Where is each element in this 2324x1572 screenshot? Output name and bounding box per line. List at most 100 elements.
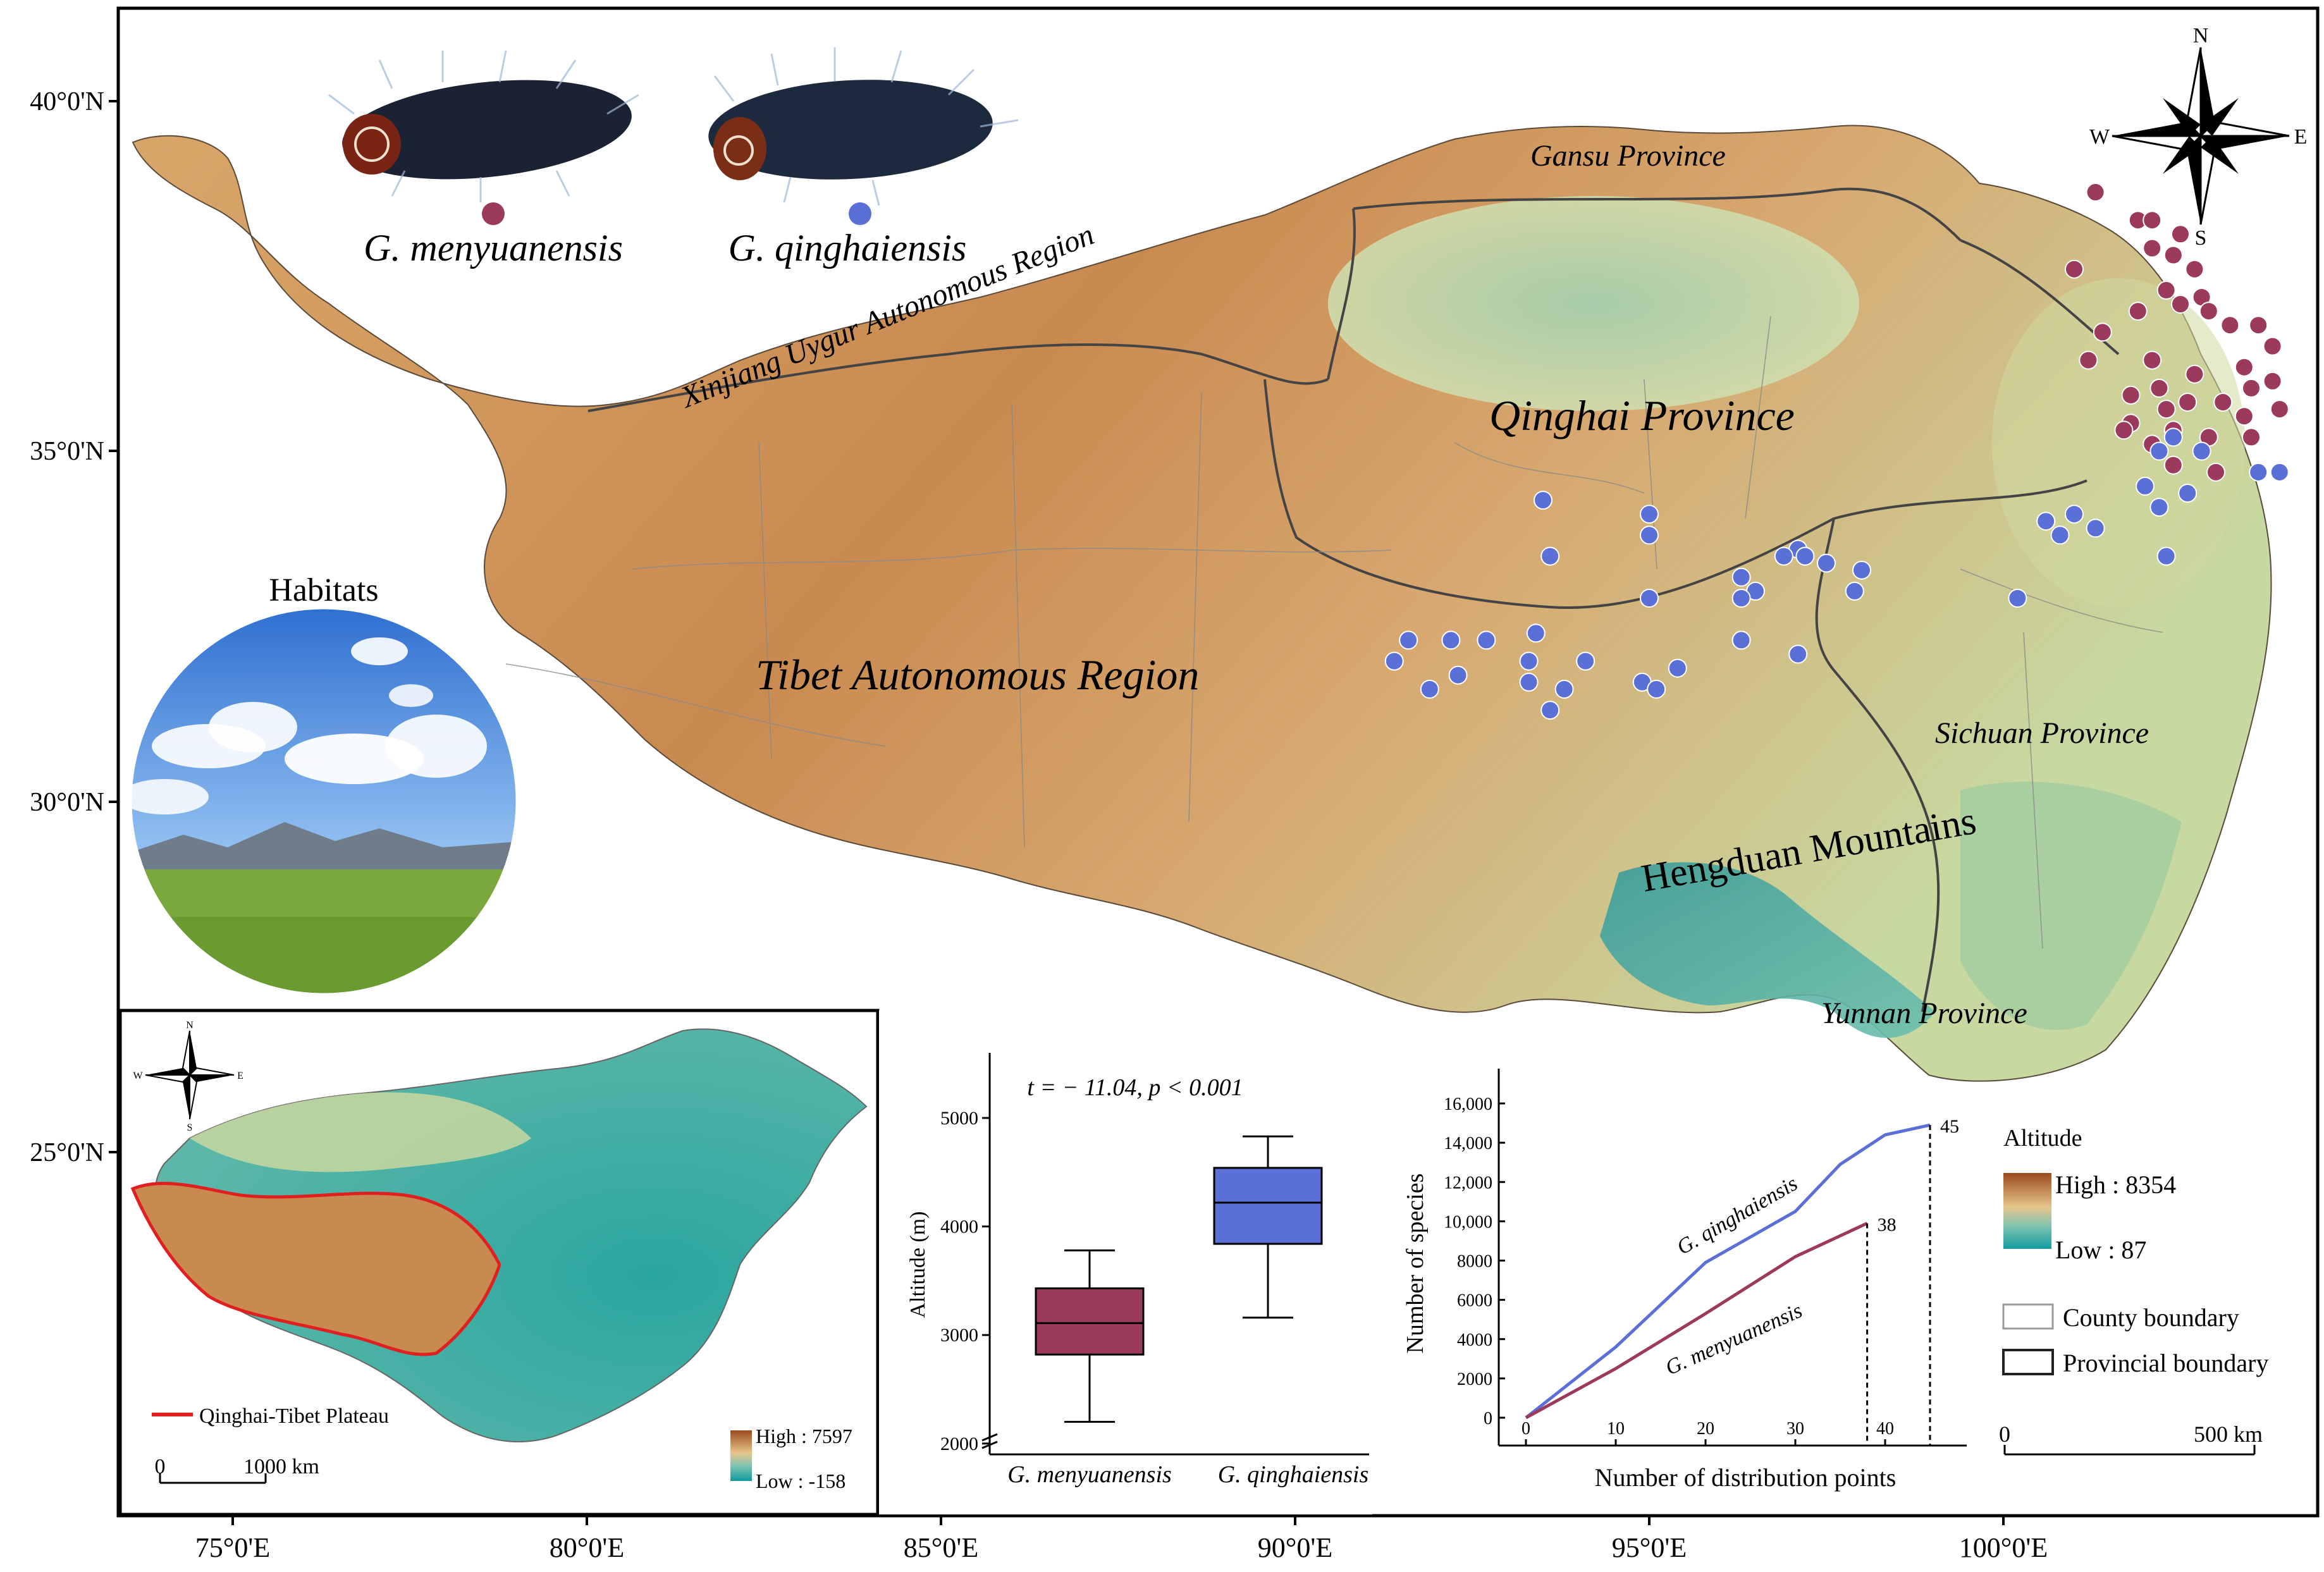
distribution-point-menyuanensis [2163, 455, 2183, 475]
distribution-point-qinghaiensis [1420, 679, 1439, 699]
label-sichuan: Sichuan Province [1935, 716, 2149, 750]
inset-high-label: High : 7597 [756, 1425, 852, 1447]
distribution-point-qinghaiensis [1534, 491, 1552, 510]
main-legend: Altitude High : 8354 Low : 87 County bou… [1999, 1125, 2269, 1456]
inset-scale-0: 0 [155, 1455, 166, 1478]
boxplot-box-qinghaiensis [1213, 1167, 1323, 1245]
boxplot-axis-break [981, 1433, 998, 1449]
boxplot-y-tick-label: 4000 [940, 1217, 978, 1237]
county-boundaries [505, 316, 2163, 949]
distribution-point-menyuanensis [2234, 407, 2254, 426]
distribution-point-qinghaiensis [2086, 519, 2105, 538]
marker-legend-qinghaiensis [849, 202, 871, 225]
distribution-point-menyuanensis [2093, 322, 2112, 342]
curve-x-tick-label: 10 [1607, 1419, 1625, 1439]
curve-ylabel: Number of species [1402, 1174, 1429, 1354]
distribution-point-menyuanensis [2149, 378, 2169, 398]
boxplot-xlabel-menyuanensis: G. menyuanensis [1007, 1461, 1172, 1488]
inset-compass-s: S [187, 1122, 193, 1133]
southeast-lowland [1960, 782, 2182, 1030]
distribution-point-qinghaiensis [1576, 651, 1595, 671]
distribution-point-menyuanensis [2178, 393, 2198, 412]
distribution-point-qinghaiensis [1731, 589, 1751, 608]
inset-compass-w: W [133, 1071, 143, 1081]
distribution-point-qinghaiensis [1774, 546, 1793, 566]
curve-y-tick-label: 6000 [1457, 1291, 1492, 1311]
curve-y-tick-label: 8000 [1457, 1252, 1492, 1272]
distribution-point-qinghaiensis [1540, 546, 1560, 566]
boxplot-y-tick-label: 3000 [940, 1325, 978, 1346]
distribution-point-menyuanensis [2156, 280, 2176, 300]
distribution-point-menyuanensis [2199, 302, 2218, 321]
curve-x-tick-label: 0 [1522, 1419, 1530, 1439]
lon-label-100: 100°0'E [1959, 1532, 2048, 1563]
boxplot-y-tick-label: 2000 [940, 1434, 978, 1454]
curve-xlabel: Number of distribution points [1595, 1463, 1897, 1492]
legend-county-label: County boundary [2063, 1303, 2239, 1332]
compass-w: W [2089, 125, 2110, 149]
compass-e: E [2294, 125, 2308, 149]
distribution-point-qinghaiensis [2149, 441, 2169, 461]
distribution-point-qinghaiensis [1731, 567, 1751, 587]
hengduan-lowland [1600, 862, 1935, 1038]
distribution-point-qinghaiensis [1852, 560, 1871, 580]
curve-y-tick-label: 14,000 [1444, 1134, 1492, 1153]
distribution-point-qinghaiensis [1647, 679, 1666, 699]
distribution-point-qinghaiensis [1441, 630, 1461, 650]
curve-end-label: 45 [1940, 1116, 1959, 1137]
curve-x-tick-label: 20 [1697, 1419, 1714, 1439]
inset-compass-e: E [237, 1071, 243, 1081]
distribution-point-menyuanensis [2128, 302, 2148, 321]
curve-line-qinghaiensis [1525, 1123, 1931, 1419]
habitat-photo-border [130, 607, 518, 995]
curve-y-tick-label: 4000 [1457, 1330, 1492, 1350]
legend-scale-bar: 0 500 km [1999, 1422, 2263, 1456]
distribution-point-menyuanensis [2156, 400, 2176, 419]
distribution-point-menyuanensis [2143, 238, 2162, 258]
legend-county-swatch [2002, 1303, 2054, 1330]
northeast-lowland [1992, 278, 2245, 607]
compass-s: S [2195, 226, 2207, 250]
distribution-point-menyuanensis [2121, 385, 2141, 405]
distribution-point-qinghaiensis [2050, 525, 2070, 545]
curve-axes: 16,00014,00012,00010,0008000600040002000… [1444, 1069, 1967, 1447]
curve-y-tick-label: 16,000 [1444, 1095, 1492, 1114]
distribution-point-qinghaiensis [1540, 701, 1560, 720]
inset-china-map: Qinghai-Tibet Plateau N S E W High : 759… [118, 1009, 880, 1516]
distribution-point-qinghaiensis [1519, 672, 1539, 692]
qaidam-basin [1328, 196, 1859, 411]
compass-n: N [2193, 24, 2209, 47]
inset-scale-bar: 0 1000 km [155, 1455, 319, 1484]
caterpillar-qinghaiensis [708, 47, 1019, 206]
curve-x-tick-label: 30 [1786, 1419, 1804, 1439]
distribution-point-menyuanensis [2163, 245, 2183, 265]
distribution-point-qinghaiensis [1795, 546, 1815, 566]
distribution-point-menyuanensis [2213, 393, 2233, 412]
curve-line-menyuanensis [1525, 1222, 1868, 1420]
lon-label-90: 90°0'E [1258, 1532, 1332, 1563]
species-label-qinghaiensis: G. qinghaiensis [729, 227, 967, 269]
longitude-axis: 75°0'E 80°0'E 85°0'E 90°0'E 95°0'E 100°0… [195, 1516, 2048, 1563]
lat-label-35: 35°0'N [30, 437, 104, 466]
distribution-point-menyuanensis [2220, 316, 2240, 335]
curve-x-tick-label: 40 [1876, 1419, 1894, 1439]
legend-high: High : 8354 [2055, 1170, 2176, 1199]
distribution-point-qinghaiensis [1448, 665, 1468, 685]
species-label-menyuanensis: G. menyuanensis [364, 227, 623, 269]
distribution-point-menyuanensis [2079, 350, 2098, 370]
distribution-point-menyuanensis [2143, 211, 2162, 230]
distribution-point-menyuanensis [2171, 295, 2190, 314]
latitude-axis: 40°0'N 35°0'N 30°0'N 25°0'N [30, 87, 118, 1167]
boxplot-ylabel: Altitude (m) [906, 1211, 930, 1318]
curve-end-label: 38 [1878, 1214, 1897, 1235]
inset-compass-n: N [186, 1020, 194, 1031]
habitat-photo [131, 608, 517, 994]
curve-lines: 45 38 [1525, 1116, 1959, 1446]
boxplot-y-tick-label: 5000 [940, 1108, 978, 1129]
caterpillar-menyuanensis [328, 50, 639, 202]
distribution-point-menyuanensis [2114, 421, 2134, 440]
distribution-point-qinghaiensis [2136, 476, 2155, 496]
distribution-point-menyuanensis [2263, 336, 2282, 356]
curve-y-tick-label: 2000 [1457, 1370, 1492, 1389]
boxplot-box-menyuanensis [1035, 1287, 1145, 1356]
